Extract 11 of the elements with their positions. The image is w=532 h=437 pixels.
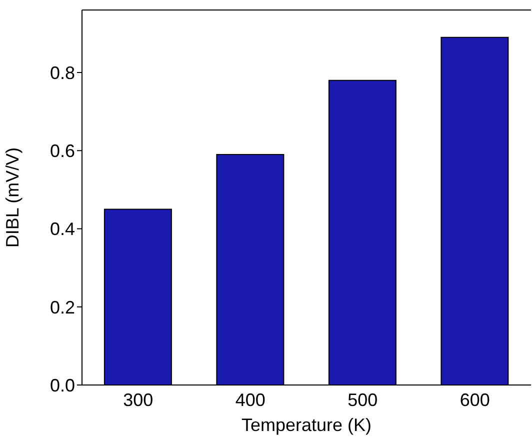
x-tick-label: 400 [235,390,266,410]
x-tick-label: 600 [460,390,490,410]
y-tick-label: 0.0 [50,375,75,396]
x-tick-label: 500 [348,390,378,410]
y-tick-label: 0.4 [50,219,75,240]
y-axis-title: DIBL (mV/V) [2,147,22,248]
x-axis-title: Temperature (K) [241,415,372,435]
y-tick-label: 0.6 [50,141,75,162]
y-tick-label: 0.8 [50,62,75,83]
y-tick-label: 0.2 [50,297,75,318]
x-tick-label: 300 [123,390,154,410]
